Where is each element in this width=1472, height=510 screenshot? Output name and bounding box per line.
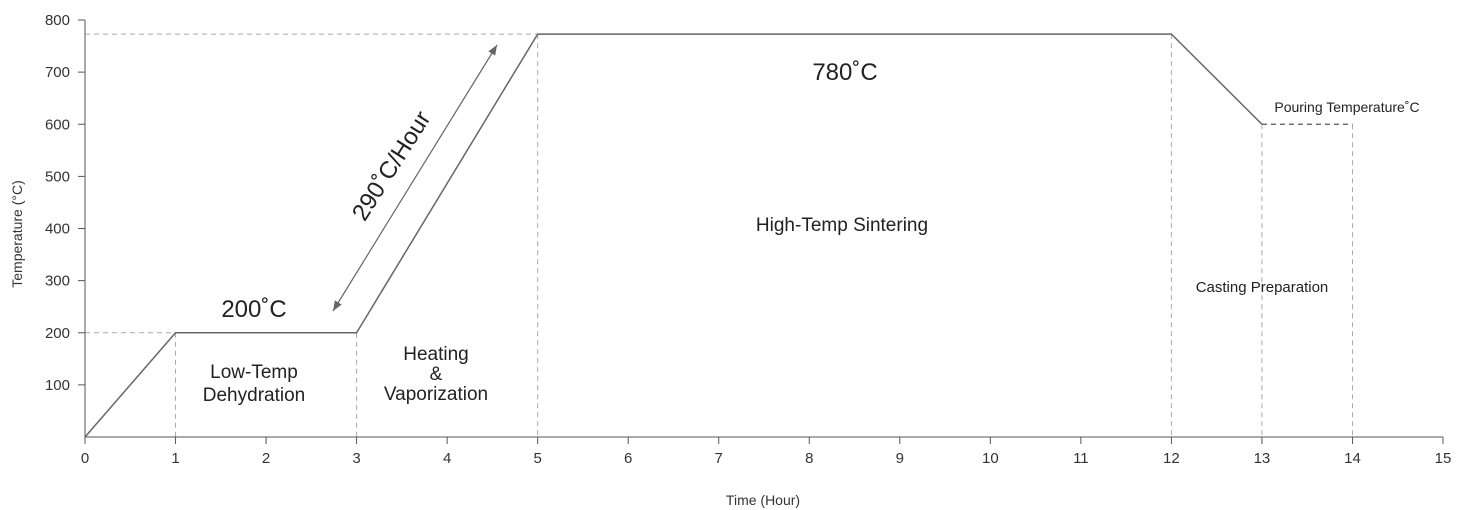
x-axis-title: Time (Hour) [726, 492, 800, 508]
axes: 0 1 2 3 4 5 6 7 8 9 10 11 12 13 14 15100200300400500600… [45, 12, 1451, 467]
x-tick-label: 7 [715, 450, 723, 467]
high-temp-label: 780˚C [812, 59, 877, 86]
phase-label: Dehydration [203, 385, 305, 406]
y-tick-label: 600 [45, 116, 70, 133]
y-tick-label: 100 [45, 377, 70, 394]
y-tick-label: 500 [45, 168, 70, 185]
rate-arrowhead-top [488, 45, 497, 56]
dashed-guides [85, 33, 1353, 437]
rate-arrow-line [332, 44, 498, 312]
x-tick-label: 13 [1254, 450, 1271, 467]
x-tick-label: 15 [1435, 450, 1452, 467]
x-tick-label: 0 [81, 450, 89, 467]
x-tick-label: 9 [896, 450, 904, 467]
phase-label: Heating [403, 344, 469, 365]
x-tick-label: 6 [624, 450, 632, 467]
phase-label: Low-Temp [210, 362, 298, 383]
phase-label: Casting Preparation [1196, 279, 1329, 296]
x-tick-label: 4 [443, 450, 451, 467]
phase-label: & [430, 364, 443, 385]
x-tick-label: 5 [533, 450, 541, 467]
y-axis-title: Temperature (°C) [9, 180, 25, 288]
x-tick-label: 3 [352, 450, 360, 467]
x-tick-label: 8 [805, 450, 813, 467]
rate-arrowhead-bottom [333, 300, 342, 311]
low-temp-label: 200˚C [221, 296, 286, 323]
phase-label: High-Temp Sintering [756, 215, 928, 236]
temperature-profile-line [84, 33, 1263, 438]
x-tick-label: 14 [1344, 450, 1361, 467]
y-tick-label: 700 [45, 64, 70, 81]
x-tick-label: 1 [171, 450, 179, 467]
y-tick-label: 800 [45, 12, 70, 29]
x-tick-label: 10 [982, 450, 999, 467]
y-tick-label: 200 [45, 325, 70, 342]
y-tick-label: 400 [45, 221, 70, 238]
x-tick-label: 11 [1073, 450, 1089, 467]
x-tick-label: 12 [1163, 450, 1180, 467]
phase-label: Vaporization [384, 384, 488, 405]
y-tick-label: 300 [45, 273, 70, 290]
x-tick-label: 2 [262, 450, 270, 467]
series-group [84, 33, 1263, 438]
pouring-temp-label: Pouring Temperature˚C [1274, 99, 1419, 115]
